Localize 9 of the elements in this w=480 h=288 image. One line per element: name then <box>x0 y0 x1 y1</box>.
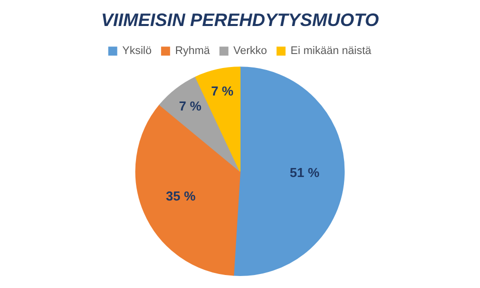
chart-title: VIIMEISIN PEREHDYTYSMUOTO <box>101 10 379 30</box>
legend-label: Ei mikään näistä <box>290 45 372 58</box>
data-label: 51 % <box>290 164 320 180</box>
legend-label: Yksilö <box>122 45 152 58</box>
data-label: 35 % <box>166 188 196 204</box>
data-label: 7 % <box>211 84 234 99</box>
legend-label: Verkko <box>233 45 268 58</box>
data-label: 7 % <box>178 98 202 114</box>
legend-label: Ryhmä <box>175 45 211 58</box>
